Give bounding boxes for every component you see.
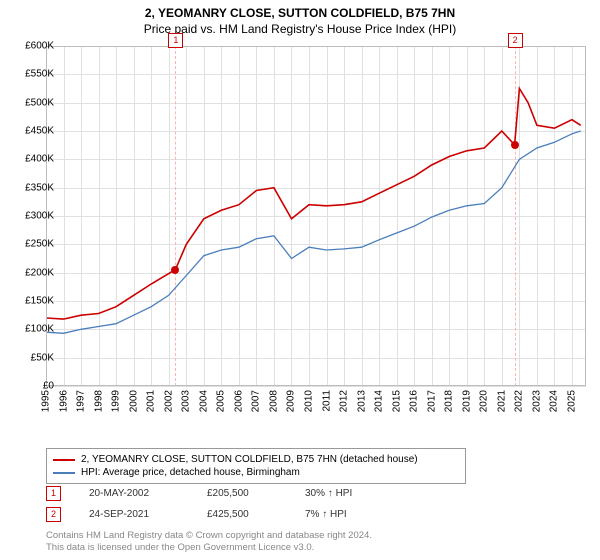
xtick-label: 2025 bbox=[566, 390, 577, 412]
marker-row-1: 1 20-MAY-2002 £205,500 30% HPI bbox=[46, 486, 355, 501]
xtick-label: 2021 bbox=[496, 390, 507, 412]
ytick-label: £50K bbox=[14, 352, 54, 363]
xtick-label: 2023 bbox=[531, 390, 542, 412]
xtick-label: 2024 bbox=[549, 390, 560, 412]
marker-box-2: 2 bbox=[508, 33, 523, 48]
legend-box: 2, YEOMANRY CLOSE, SUTTON COLDFIELD, B75… bbox=[46, 448, 466, 484]
marker-price-1: £205,500 bbox=[207, 488, 277, 499]
series-line bbox=[46, 89, 581, 320]
xtick-label: 2013 bbox=[356, 390, 367, 412]
xtick-label: 1996 bbox=[58, 390, 69, 412]
marker-price-2: £425,500 bbox=[207, 509, 277, 520]
ytick-label: £250K bbox=[14, 239, 54, 250]
xtick-label: 1998 bbox=[93, 390, 104, 412]
xtick-label: 2018 bbox=[444, 390, 455, 412]
xtick-label: 2012 bbox=[339, 390, 350, 412]
marker-date-1: 20-MAY-2002 bbox=[89, 488, 179, 499]
xtick-label: 1999 bbox=[111, 390, 122, 412]
title-address: 2, YEOMANRY CLOSE, SUTTON COLDFIELD, B75… bbox=[0, 6, 600, 20]
xtick-label: 2016 bbox=[409, 390, 420, 412]
xtick-label: 1997 bbox=[76, 390, 87, 412]
ytick-label: £300K bbox=[14, 211, 54, 222]
ytick-label: £600K bbox=[14, 41, 54, 52]
ytick-label: £500K bbox=[14, 97, 54, 108]
marker-table: 1 20-MAY-2002 £205,500 30% HPI 2 24-SEP-… bbox=[46, 486, 355, 528]
xtick-label: 2022 bbox=[514, 390, 525, 412]
ytick-label: £550K bbox=[14, 69, 54, 80]
xtick-label: 2001 bbox=[146, 390, 157, 412]
xtick-label: 1995 bbox=[41, 390, 52, 412]
ytick-label: £350K bbox=[14, 182, 54, 193]
xtick-label: 2010 bbox=[303, 390, 314, 412]
plot-region bbox=[46, 46, 586, 386]
xtick-label: 2008 bbox=[268, 390, 279, 412]
marker-pct-1: 30% HPI bbox=[305, 488, 355, 499]
xtick-label: 2014 bbox=[374, 390, 385, 412]
xtick-label: 2006 bbox=[233, 390, 244, 412]
xtick-label: 2002 bbox=[163, 390, 174, 412]
xtick-label: 2007 bbox=[251, 390, 262, 412]
legend-row-series1: 2, YEOMANRY CLOSE, SUTTON COLDFIELD, B75… bbox=[53, 453, 459, 466]
legend-swatch-1 bbox=[53, 459, 75, 461]
xtick-label: 2003 bbox=[181, 390, 192, 412]
series-svg bbox=[46, 46, 586, 386]
marker-pct-2: 7% HPI bbox=[305, 509, 355, 520]
arrow-up-icon bbox=[328, 488, 333, 499]
xtick-label: 2020 bbox=[479, 390, 490, 412]
legend-label-1: 2, YEOMANRY CLOSE, SUTTON COLDFIELD, B75… bbox=[81, 454, 418, 465]
legend-label-2: HPI: Average price, detached house, Birm… bbox=[81, 467, 300, 478]
ytick-label: £450K bbox=[14, 126, 54, 137]
marker-badge-2: 2 bbox=[46, 507, 61, 522]
xtick-label: 2009 bbox=[286, 390, 297, 412]
chart-area bbox=[46, 46, 586, 414]
footer-attribution: Contains HM Land Registry data © Crown c… bbox=[46, 530, 372, 554]
xtick-label: 2019 bbox=[461, 390, 472, 412]
gridline-h bbox=[46, 386, 586, 387]
ytick-label: £400K bbox=[14, 154, 54, 165]
xtick-label: 2000 bbox=[128, 390, 139, 412]
ytick-label: £150K bbox=[14, 296, 54, 307]
xtick-label: 2017 bbox=[426, 390, 437, 412]
legend-row-series2: HPI: Average price, detached house, Birm… bbox=[53, 466, 459, 479]
arrow-up-icon bbox=[322, 509, 327, 520]
xtick-label: 2004 bbox=[198, 390, 209, 412]
footer-line-1: Contains HM Land Registry data © Crown c… bbox=[46, 530, 372, 542]
ytick-label: £200K bbox=[14, 267, 54, 278]
ytick-label: £100K bbox=[14, 324, 54, 335]
xtick-label: 2011 bbox=[321, 390, 332, 412]
series-line bbox=[46, 131, 581, 333]
xtick-label: 2015 bbox=[391, 390, 402, 412]
xtick-label: 2005 bbox=[216, 390, 227, 412]
legend-swatch-2 bbox=[53, 472, 75, 474]
footer-line-2: This data is licensed under the Open Gov… bbox=[46, 542, 372, 554]
title-block: 2, YEOMANRY CLOSE, SUTTON COLDFIELD, B75… bbox=[0, 0, 600, 36]
marker-badge-1: 1 bbox=[46, 486, 61, 501]
chart-container: 2, YEOMANRY CLOSE, SUTTON COLDFIELD, B75… bbox=[0, 0, 600, 560]
marker-row-2: 2 24-SEP-2021 £425,500 7% HPI bbox=[46, 507, 355, 522]
marker-date-2: 24-SEP-2021 bbox=[89, 509, 179, 520]
marker-box-1: 1 bbox=[168, 33, 183, 48]
